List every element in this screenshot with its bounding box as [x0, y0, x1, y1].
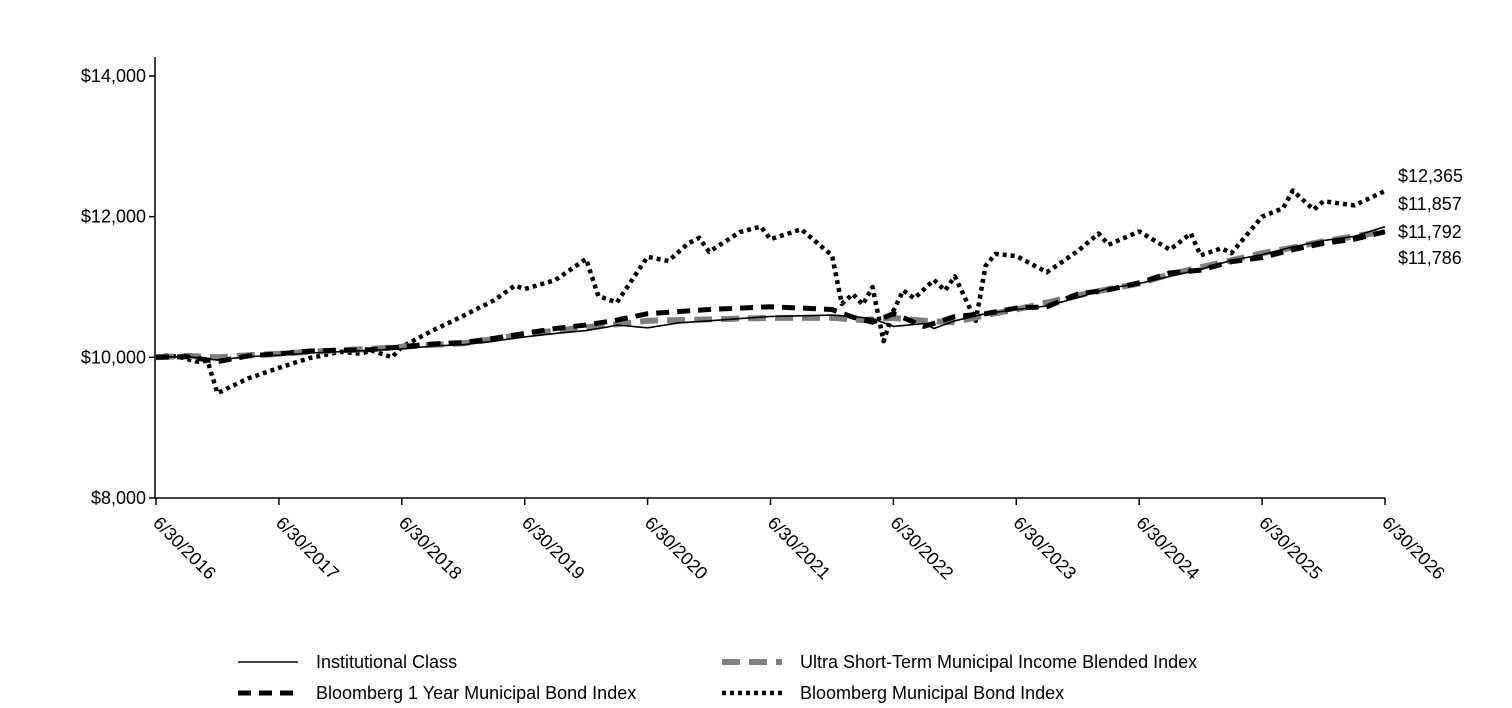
end-value-label: $11,792 [1398, 222, 1462, 242]
legend-item-institutional-class: Institutional Class [236, 648, 457, 676]
legend-item-ultra-short-blended: Ultra Short-Term Municipal Income Blende… [720, 648, 1197, 676]
series-line-institutional-class [155, 225, 1386, 361]
chart-legend: Institutional Class Ultra Short-Term Mun… [236, 648, 1336, 708]
y-tick-label: $10,000 [81, 347, 146, 367]
y-tick-label: $14,000 [81, 66, 146, 86]
x-tick-label: 6/30/2022 [887, 513, 958, 584]
legend-label: Bloomberg Municipal Bond Index [800, 682, 1065, 703]
legend-label: Ultra Short-Term Municipal Income Blende… [800, 651, 1198, 672]
x-tick-label: 6/30/2025 [1255, 513, 1326, 584]
y-tick-label: $12,000 [81, 207, 146, 227]
end-value-labels: $12,365 $11,857 $11,792 $11,786 [1398, 166, 1463, 268]
series-line-bloomberg-municipal-bond-index [155, 188, 1386, 396]
x-tick-label: 6/30/2016 [149, 513, 220, 584]
legend-label: Institutional Class [316, 651, 458, 672]
series-line-bloomberg-1-year-municipal-bond-index [155, 229, 1386, 365]
legend-swatch-solid [238, 661, 298, 663]
x-tick-label: 6/30/2023 [1009, 513, 1080, 584]
x-tick-label: 6/30/2018 [395, 513, 466, 584]
end-value-label: $11,857 [1398, 194, 1462, 214]
x-tick-label: 6/30/2019 [518, 513, 589, 584]
x-tick-label: 6/30/2026 [1378, 513, 1449, 584]
legend-swatch-black-dashed [238, 690, 298, 696]
end-value-label: $12,365 [1398, 166, 1463, 186]
legend-swatch-gray-dashed [722, 659, 782, 665]
y-tick-label: $8,000 [91, 488, 146, 508]
legend-item-bloomberg-municipal: Bloomberg Municipal Bond Index [720, 679, 1064, 707]
x-tick-label: 6/30/2021 [764, 513, 835, 584]
legend-swatch-dotted [722, 690, 782, 696]
legend-item-bloomberg-1-year: Bloomberg 1 Year Municipal Bond Index [236, 679, 636, 707]
end-value-label: $11,786 [1398, 248, 1462, 268]
x-tick-label: 6/30/2017 [272, 513, 343, 584]
legend-label: Bloomberg 1 Year Municipal Bond Index [316, 682, 637, 703]
x-tick-label: 6/30/2020 [641, 513, 712, 584]
chart-series [155, 188, 1386, 396]
x-tick-label: 6/30/2024 [1132, 513, 1203, 584]
